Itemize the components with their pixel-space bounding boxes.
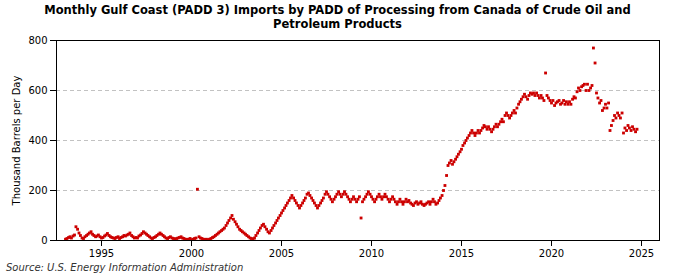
svg-text:0: 0 (41, 234, 47, 245)
svg-text:2010: 2010 (359, 247, 384, 258)
svg-text:2005: 2005 (269, 247, 294, 258)
svg-text:2020: 2020 (539, 247, 564, 258)
svg-text:2000: 2000 (179, 247, 204, 258)
html-text:Monthly Gulf Coast (PADD 3) Im: Monthly Gulf Coast (PADD 3) Imports by P… (44, 3, 631, 32)
svg-text:200: 200 (28, 184, 47, 195)
svg-text:400: 400 (28, 134, 47, 145)
html-text:Source: U.S. Energy Informatio: Source: U.S. Energy Information Administ… (6, 261, 244, 273)
svg-text:800: 800 (28, 34, 47, 45)
svg-text:Thousand Barrels per Day: Thousand Barrels per Day (11, 75, 22, 206)
svg-text:1995: 1995 (89, 247, 114, 258)
svg-text:2015: 2015 (449, 247, 474, 258)
svg-text:600: 600 (28, 84, 47, 95)
svg-text:2025: 2025 (629, 247, 654, 258)
